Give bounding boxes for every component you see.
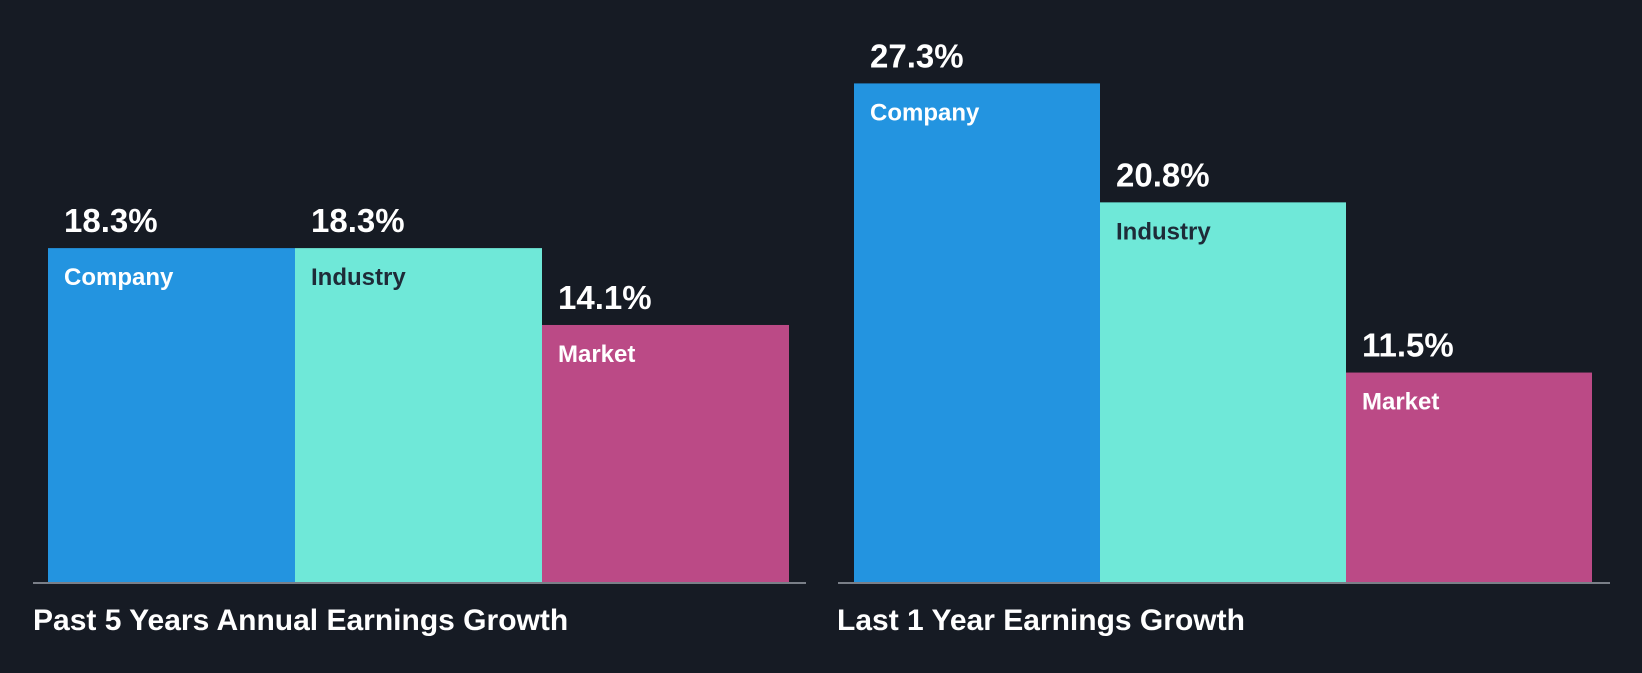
category-label-company-panel-2: Company xyxy=(870,99,980,126)
value-label-company-panel-2: 27.3% xyxy=(870,37,964,74)
bar-company-panel-1 xyxy=(48,248,295,584)
category-label-industry-panel-2: Industry xyxy=(1116,218,1211,245)
bar-market-panel-1 xyxy=(542,324,789,583)
chart-title-past-5-years: Past 5 Years Annual Earnings Growth xyxy=(33,604,569,637)
bar-industry-panel-1 xyxy=(295,248,542,584)
category-label-market-panel-1: Market xyxy=(558,341,635,368)
category-label-industry-panel-1: Industry xyxy=(311,264,406,291)
value-label-industry-panel-1: 18.3% xyxy=(311,202,405,239)
chart-title-last-1-year: Last 1 Year Earnings Growth xyxy=(837,604,1245,637)
value-label-market-panel-2: 11.5% xyxy=(1362,327,1454,364)
value-label-market-panel-1: 14.1% xyxy=(558,279,652,316)
bar-market-panel-2 xyxy=(1346,372,1592,583)
value-label-industry-panel-2: 20.8% xyxy=(1116,156,1210,193)
category-label-market-panel-2: Market xyxy=(1362,389,1439,416)
bar-industry-panel-2 xyxy=(1100,202,1346,584)
category-label-company-panel-1: Company xyxy=(64,264,174,291)
bar-company-panel-2 xyxy=(854,83,1100,583)
value-label-company-panel-1: 18.3% xyxy=(64,202,158,239)
